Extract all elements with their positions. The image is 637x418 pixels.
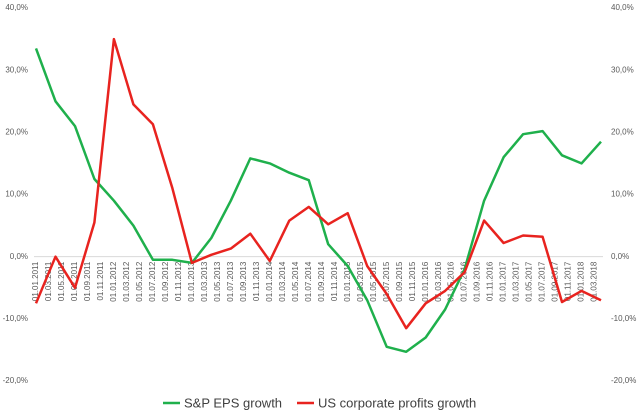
legend-label: US corporate profits growth xyxy=(318,395,476,410)
x-tick-label: 01.09.2013 xyxy=(239,261,248,302)
x-tick-label: 01.11.2014 xyxy=(330,261,339,301)
x-tick-label: 01.05.2014 xyxy=(291,261,300,302)
y-tick-label: 30,0% xyxy=(5,65,28,74)
x-tick-label: 01.03.2017 xyxy=(512,261,521,302)
x-tick-label: 01.03.2015 xyxy=(356,261,365,302)
x-tick-label: 01.01.2016 xyxy=(421,261,430,302)
x-tick-label: 01.05.2013 xyxy=(213,261,222,302)
y2-tick-label: 20,0% xyxy=(611,127,634,136)
x-tick-label: 01.01.2018 xyxy=(577,261,586,302)
x-tick-label: 01.05.2011 xyxy=(57,261,66,301)
x-tick-label: 01.11.2016 xyxy=(486,261,495,301)
x-tick-label: 01.07.2013 xyxy=(226,261,235,302)
y2-tick-label: 10,0% xyxy=(611,190,634,199)
y-tick-label: -10,0% xyxy=(3,314,28,323)
x-tick-label: 01.01.2013 xyxy=(187,261,196,302)
y2-tick-label: 30,0% xyxy=(611,65,634,74)
x-tick-label: 01.01.2015 xyxy=(343,261,352,302)
x-tick-label: 01.03.2012 xyxy=(122,261,131,302)
x-tick-label: 01.11.2013 xyxy=(252,261,261,301)
y-tick-label: 10,0% xyxy=(5,190,28,199)
x-tick-label: 01.11.2015 xyxy=(408,261,417,301)
x-tick-label: 01.03.2018 xyxy=(590,261,599,302)
x-tick-label: 01.07.2017 xyxy=(538,261,547,302)
x-tick-label: 01.11.2012 xyxy=(174,261,183,301)
x-tick-label: 01.07.2015 xyxy=(382,261,391,302)
series-line xyxy=(34,47,602,354)
x-tick-label: 01.11.2017 xyxy=(564,261,573,301)
legend-label: S&P EPS growth xyxy=(184,395,282,410)
y2-tick-label: 40,0% xyxy=(611,3,634,12)
x-tick-label: 01.09.2011 xyxy=(83,261,92,301)
x-tick-label: 01.09.2015 xyxy=(395,261,404,302)
x-tick-label: 01.03.2014 xyxy=(278,261,287,302)
y-tick-label: 0,0% xyxy=(10,252,28,261)
series-line xyxy=(34,37,602,330)
x-tick-label: 01.11.2011 xyxy=(96,261,105,300)
x-tick-label: 01.09.2016 xyxy=(473,261,482,302)
x-tick-label: 01.05.2015 xyxy=(369,261,378,302)
y-tick-label: 40,0% xyxy=(5,3,28,12)
x-tick-label: 01.09.2012 xyxy=(161,261,170,302)
x-tick-label: 01.01.2011 xyxy=(31,261,40,301)
x-tick-label: 01.03.2016 xyxy=(434,261,443,302)
y-tick-label: 20,0% xyxy=(5,127,28,136)
x-tick-label: 01.05.2017 xyxy=(525,261,534,302)
x-tick-label: 01.01.2017 xyxy=(499,261,508,302)
x-tick-label: 01.01.2014 xyxy=(265,261,274,302)
y-tick-label: -20,0% xyxy=(3,376,28,385)
y2-tick-label: 0,0% xyxy=(611,252,629,261)
x-tick-label: 01.07.2016 xyxy=(460,261,469,302)
x-tick-label: 01.03.2011 xyxy=(44,261,53,301)
x-tick-label: 01.05.2012 xyxy=(135,261,144,302)
x-tick-label: 01.07.2011 xyxy=(70,261,79,301)
x-tick-label: 01.07.2012 xyxy=(148,261,157,302)
x-tick-label: 01.01.2012 xyxy=(109,261,118,302)
x-tick-label: 01.05.2016 xyxy=(447,261,456,302)
x-tick-label: 01.07.2014 xyxy=(304,261,313,302)
y2-tick-label: -10,0% xyxy=(611,314,636,323)
y2-tick-label: -20,0% xyxy=(611,376,636,385)
x-tick-label: 01.03.2013 xyxy=(200,261,209,302)
x-tick-label: 01.09.2014 xyxy=(317,261,326,302)
